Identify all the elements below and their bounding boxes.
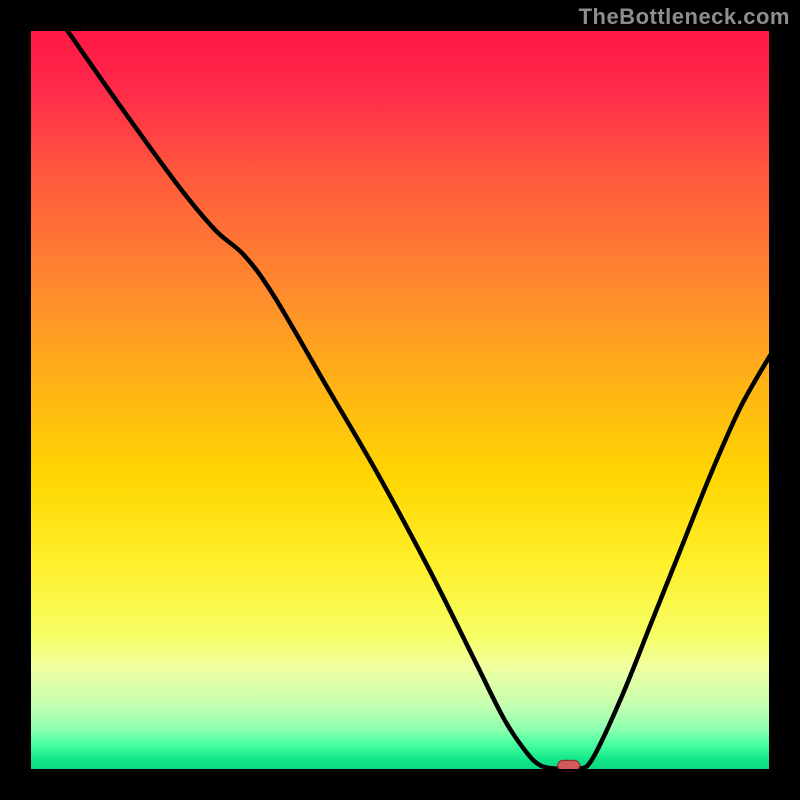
- bottleneck-chart-svg: [0, 0, 800, 800]
- plot-background-gradient: [30, 30, 770, 770]
- chart-frame: TheBottleneck.com: [0, 0, 800, 800]
